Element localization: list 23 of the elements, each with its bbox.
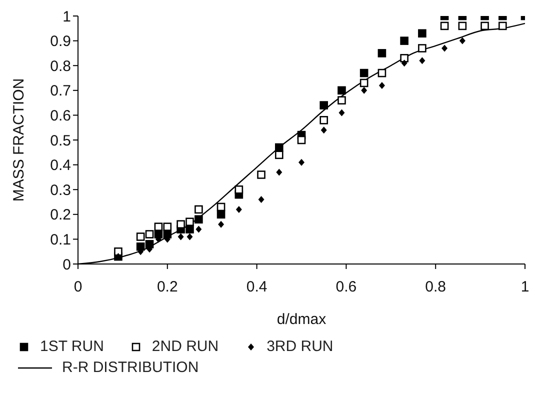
x-tick-label: 0.4 <box>246 278 268 296</box>
x-tick-label: 0.2 <box>156 278 178 296</box>
legend-label: 1ST RUN <box>40 338 104 355</box>
x-tick-label: 0 <box>74 278 82 296</box>
y-tick-label: 1 <box>62 8 71 26</box>
y-tick-label: 0.1 <box>50 232 71 249</box>
x-tick-label: 0.8 <box>425 278 446 296</box>
y-tick-label: 0.5 <box>50 132 71 150</box>
y-tick-label: 0.4 <box>50 157 71 174</box>
y-tick-label: 0.6 <box>50 108 71 125</box>
x-tick-label: 1 <box>520 278 530 296</box>
legend-label: 2ND RUN <box>152 338 219 355</box>
y-tick-label: 0.9 <box>50 33 71 50</box>
y-tick-label: 0 <box>62 256 71 274</box>
x-tick-label: 0.6 <box>336 278 357 296</box>
y-tick-label: 0.7 <box>50 82 71 100</box>
legend-label: 3RD RUN <box>266 338 334 355</box>
y-tick-label: 0.8 <box>50 58 71 75</box>
x-axis-title: d/dmax <box>276 311 327 328</box>
y-axis-title: MASS FRACTION <box>10 78 28 202</box>
y-tick-label: 0.3 <box>50 182 71 199</box>
y-tick-label: 0.2 <box>50 206 71 224</box>
legend-label: R-R DISTRIBUTION <box>62 359 199 376</box>
